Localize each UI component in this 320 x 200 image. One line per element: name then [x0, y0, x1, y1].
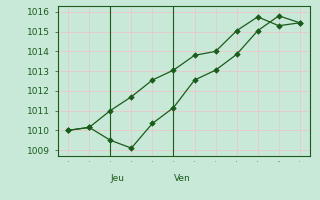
- Text: Ven: Ven: [173, 174, 190, 183]
- Text: Jeu: Jeu: [110, 174, 124, 183]
